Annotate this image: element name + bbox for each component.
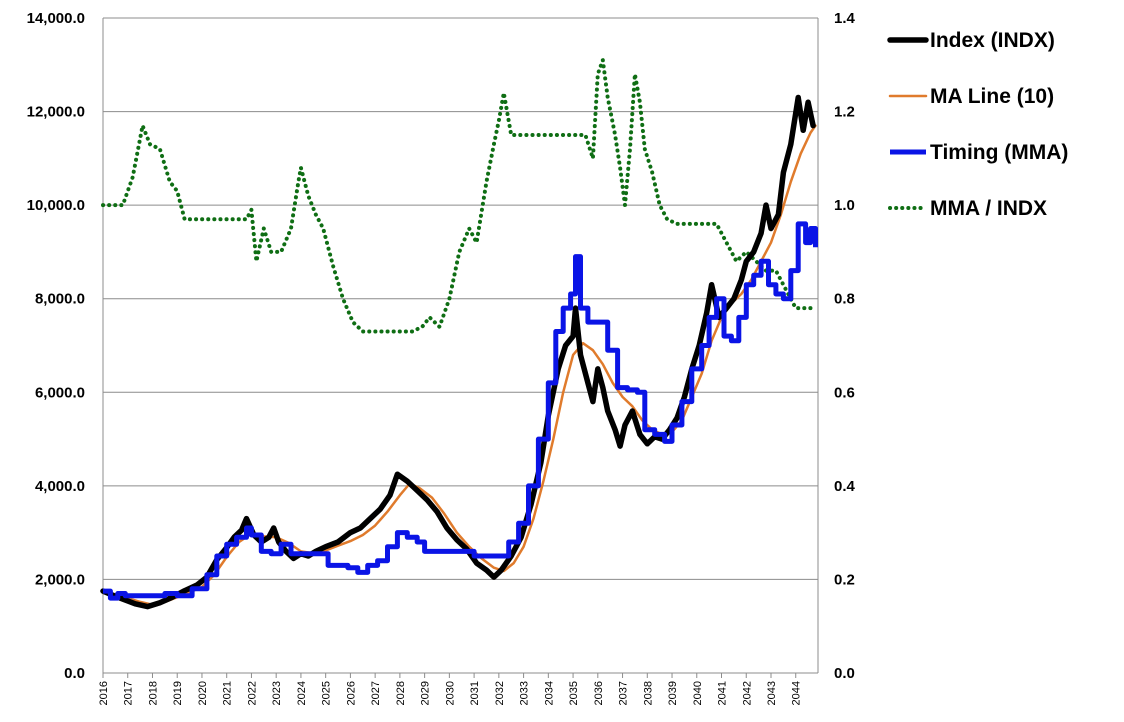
y-left-tick-label: 4,000.0 — [35, 478, 85, 495]
y-left-tick-label: 8,000.0 — [35, 291, 85, 308]
x-tick-label: 2018 — [147, 681, 159, 705]
y-left-tick-label: 0.0 — [64, 665, 85, 682]
y-right-tick-label: 1.0 — [834, 197, 855, 214]
x-tick-label: 2022 — [246, 681, 258, 705]
x-tick-label: 2023 — [271, 681, 283, 705]
x-tick-label: 2035 — [568, 681, 580, 705]
y-right-tick-label: 0.8 — [834, 291, 855, 308]
x-tick-label: 2037 — [618, 681, 630, 705]
x-tick-label: 2024 — [296, 681, 308, 705]
x-tick-label: 2025 — [321, 681, 333, 705]
y-right-tick-label: 1.4 — [834, 10, 856, 27]
x-tick-label: 2019 — [172, 681, 184, 705]
x-tick-label: 2042 — [741, 681, 753, 705]
y-axis-left: 0.0 2,000.0 4,000.0 6,000.0 8,000.0 10,000.0 1… — [27, 10, 85, 682]
x-tick-label: 2021 — [222, 681, 234, 705]
x-tick-label: 2017 — [123, 681, 135, 705]
legend-label: MMA / INDX — [930, 197, 1047, 220]
x-tick-label: 2043 — [766, 681, 778, 705]
x-tick-label: 2044 — [791, 681, 803, 705]
x-tick-label: 2016 — [98, 681, 110, 705]
x-tick-label: 2033 — [519, 681, 531, 705]
x-tick-label: 2029 — [420, 681, 432, 705]
series-layer — [100, 58, 818, 610]
x-tick-label: 2041 — [717, 681, 729, 705]
x-axis: 2016 2017 2018 2019 2020 2021 2022 2023 2024 2025… — [98, 18, 819, 705]
x-tick-label: 2040 — [692, 681, 704, 705]
x-tick-label: 2039 — [667, 681, 679, 705]
x-tick-label: 2038 — [642, 681, 654, 705]
y-axis-right: 0.0 0.2 0.4 0.6 0.8 1.0 1.2 1.4 — [834, 10, 856, 682]
legend: Index (INDX) MA Line (10) Timing (MMA) MMA … — [887, 29, 1068, 220]
legend-label: Index (INDX) — [930, 29, 1055, 52]
y-right-tick-label: 0.2 — [834, 571, 855, 588]
gridlines — [103, 17, 818, 580]
x-tick-label: 2030 — [444, 681, 456, 705]
x-tick-label: 2036 — [593, 681, 605, 705]
y-left-tick-label: 2,000.0 — [35, 571, 85, 588]
legend-label: Timing (MMA) — [930, 141, 1068, 164]
y-right-tick-label: 0.4 — [834, 478, 856, 495]
x-tick-label: 2034 — [543, 681, 555, 705]
x-tick-label: 2027 — [370, 681, 382, 705]
y-left-tick-label: 12,000.0 — [27, 104, 85, 121]
x-tick-label: 2031 — [469, 681, 481, 705]
y-left-tick-label: 10,000.0 — [27, 197, 85, 214]
series-2-line — [103, 221, 818, 601]
series-3-line — [101, 58, 818, 334]
legend-label: MA Line (10) — [930, 85, 1054, 108]
x-tick-label: 2026 — [345, 681, 357, 705]
y-right-tick-label: 1.2 — [834, 104, 855, 121]
x-tick-label: 2028 — [395, 681, 407, 705]
y-right-tick-label: 0.6 — [834, 384, 855, 401]
x-tick-label: 2032 — [494, 681, 506, 705]
y-left-tick-label: 6,000.0 — [35, 384, 85, 401]
y-left-tick-label: 14,000.0 — [27, 10, 85, 27]
y-right-tick-label: 0.0 — [834, 665, 855, 682]
x-tick-label: 2020 — [197, 681, 209, 705]
